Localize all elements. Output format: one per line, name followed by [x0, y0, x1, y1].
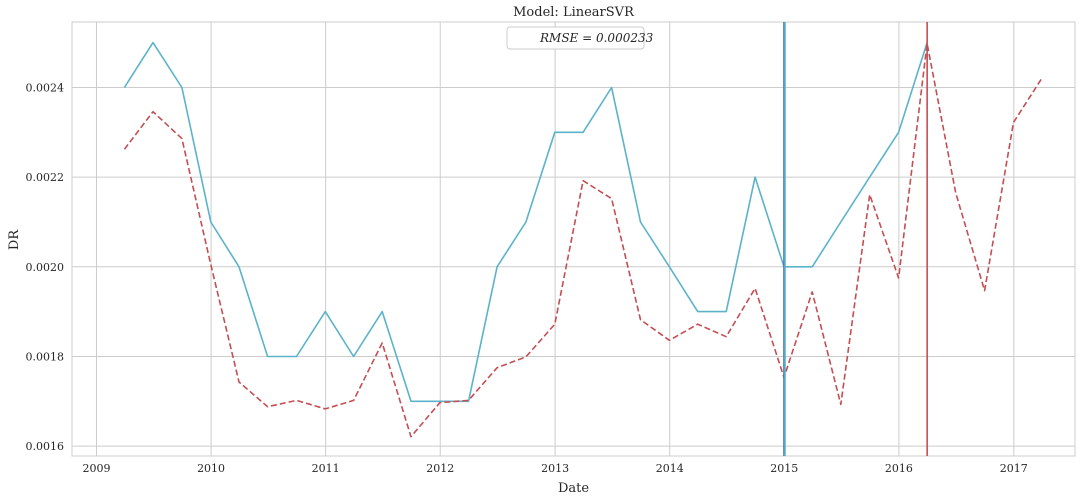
- x-tick-label: 2014: [656, 462, 684, 475]
- vertical-lines: [783, 22, 928, 456]
- plot-area: [71, 21, 1076, 457]
- dashed-series-line: [123, 42, 1043, 438]
- y-tick-label: 0.0016: [26, 440, 65, 453]
- y-tick-label: 0.0024: [26, 81, 65, 94]
- legend-box: [506, 26, 645, 50]
- series-group: [123, 41, 1043, 438]
- y-tick-label: 0.0022: [26, 171, 65, 184]
- y-axis-label: DR: [7, 229, 22, 250]
- x-tick-label: 2010: [197, 462, 225, 475]
- solid-series-line: [123, 41, 928, 403]
- legend-rmse-text: RMSE = 0.000233: [539, 31, 654, 45]
- x-tick-label: 2009: [82, 462, 110, 475]
- x-tick-label: 2015: [770, 462, 798, 475]
- x-tick-labels: 2009 2010 2011 2012 2013 2014 2015 2016 2017: [82, 462, 1027, 475]
- x-tick-label: 2012: [426, 462, 454, 475]
- legend: RMSE = 0.000233: [506, 26, 654, 50]
- x-tick-label: 2016: [885, 462, 913, 475]
- y-tick-labels: 0.0016 0.0018 0.0020 0.0022 0.0024: [26, 81, 65, 453]
- y-tick-label: 0.0020: [26, 261, 65, 274]
- chart-title: Model: LinearSVR: [513, 5, 635, 20]
- x-tick-label: 2013: [541, 462, 569, 475]
- x-tick-label: 2017: [1000, 462, 1028, 475]
- x-axis-label: Date: [558, 481, 589, 496]
- x-tick-label: 2011: [312, 462, 340, 475]
- y-tick-label: 0.0018: [26, 350, 65, 363]
